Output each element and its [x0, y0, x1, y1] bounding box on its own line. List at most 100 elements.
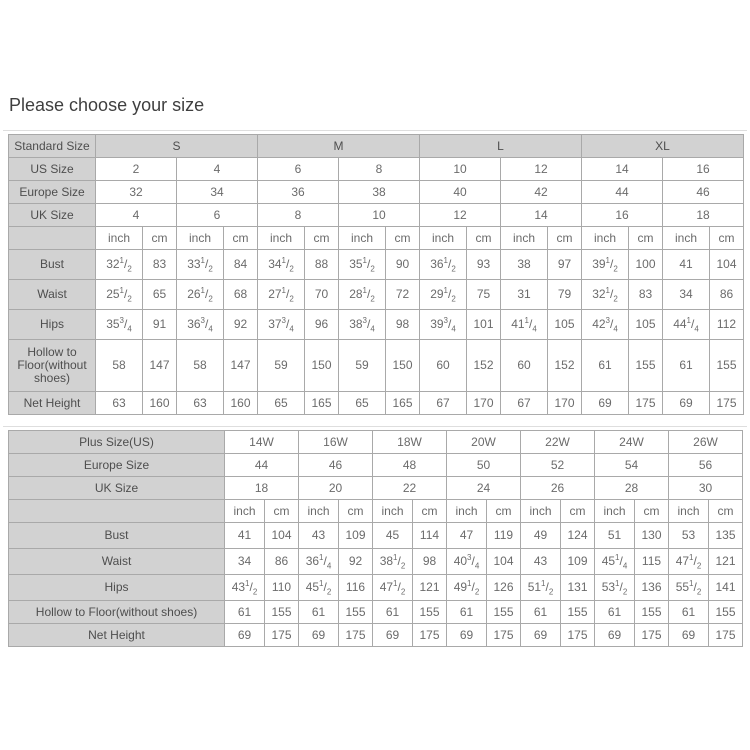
measure-value-cell: 60 [500, 339, 548, 392]
table-row: Waist 34 86 361/4 92 381/2 98 403/4 104 43 109 451/… [8, 548, 743, 575]
measure-value-cell: 38 [500, 249, 548, 280]
table-row: inch cm inch cm inch cm inch cm inch cm inch cm inch… [8, 226, 744, 250]
unit-cm-cell: cm [223, 226, 258, 250]
table-row: UK Size 18 20 22 24 26 28 30 [8, 476, 743, 500]
measure-value-cell: 115 [634, 548, 669, 575]
size-value-cell: 46 [662, 180, 744, 204]
measure-value-cell: 431/2 [224, 574, 265, 601]
unit-inch-cell: inch [581, 226, 629, 250]
measure-value-cell: 491/2 [446, 574, 487, 601]
size-group-cell: 16W [298, 430, 373, 454]
measure-value-cell: 155 [708, 600, 743, 624]
row-label: Plus Size(US) [8, 430, 225, 454]
table-row: Hollow to Floor(without shoes) 58 147 58 147… [8, 339, 744, 392]
measure-value-cell: 69 [224, 623, 265, 647]
unit-inch-cell: inch [446, 499, 487, 523]
measure-value-cell: 60 [419, 339, 467, 392]
divider-middle [3, 426, 747, 427]
measure-value-cell: 83 [628, 279, 663, 310]
measure-value-cell: 551/2 [668, 574, 709, 601]
size-value-cell: 40 [419, 180, 501, 204]
measure-value-cell: 100 [628, 249, 663, 280]
table-row: Bust 41 104 43 109 45 114 47 119 49 124 51 130 53 135 [8, 522, 743, 549]
measure-value-cell: 83 [142, 249, 177, 280]
measure-value-cell: 67 [419, 391, 467, 415]
measure-value-cell: 124 [560, 522, 595, 549]
table-row: Hips 431/2 110 451/2 116 471/2 121 491/2 126 511/… [8, 574, 743, 601]
row-label: UK Size [8, 476, 225, 500]
measure-value-cell: 104 [486, 548, 521, 575]
measure-value-cell: 160 [223, 391, 258, 415]
size-value-cell: 44 [224, 453, 299, 477]
measure-value-cell: 34 [662, 279, 710, 310]
size-value-cell: 8 [338, 157, 420, 181]
size-group-cell: 24W [594, 430, 669, 454]
measure-value-cell: 126 [486, 574, 521, 601]
measure-value-cell: 67 [500, 391, 548, 415]
measure-value-cell: 175 [628, 391, 663, 415]
measure-value-cell: 104 [709, 249, 744, 280]
measure-value-cell: 411/4 [500, 309, 548, 340]
measure-value-cell: 251/2 [95, 279, 143, 310]
size-group-cell: 14W [224, 430, 299, 454]
row-label [8, 499, 225, 523]
unit-inch-cell: inch [662, 226, 710, 250]
row-label: Hips [8, 309, 96, 340]
unit-inch-cell: inch [668, 499, 709, 523]
measure-value-cell: 451/2 [298, 574, 339, 601]
measure-value-cell: 147 [223, 339, 258, 392]
row-label: Bust [8, 522, 225, 549]
table-row: Standard Size S M L XL [8, 134, 744, 158]
unit-cm-cell: cm [466, 226, 501, 250]
size-value-cell: 50 [446, 453, 521, 477]
size-value-cell: 4 [176, 157, 258, 181]
measure-value-cell: 150 [304, 339, 339, 392]
measure-value-cell: 43 [520, 548, 561, 575]
size-group-cell: 22W [520, 430, 595, 454]
size-group-cell: 26W [668, 430, 743, 454]
measure-value-cell: 104 [264, 522, 299, 549]
measure-value-cell: 49 [520, 522, 561, 549]
measure-value-cell: 97 [547, 249, 582, 280]
measure-value-cell: 59 [257, 339, 305, 392]
row-label: Europe Size [8, 180, 96, 204]
size-group-cell: L [419, 134, 582, 158]
unit-inch-cell: inch [298, 499, 339, 523]
page-title: Please choose your size [9, 95, 205, 115]
measure-value-cell: 175 [708, 623, 743, 647]
measure-value-cell: 471/2 [668, 548, 709, 575]
size-group-cell: M [257, 134, 420, 158]
measure-value-cell: 155 [634, 600, 669, 624]
measure-value-cell: 165 [304, 391, 339, 415]
unit-inch-cell: inch [338, 226, 386, 250]
measure-value-cell: 68 [223, 279, 258, 310]
size-value-cell: 42 [500, 180, 582, 204]
size-value-cell: 16 [581, 203, 663, 227]
size-group-cell: 20W [446, 430, 521, 454]
table-row: UK Size 4 6 8 10 12 14 16 18 [8, 203, 744, 227]
unit-cm-cell: cm [628, 226, 663, 250]
measure-value-cell: 353/4 [95, 309, 143, 340]
measure-value-cell: 47 [446, 522, 487, 549]
row-label: Hollow to Floor(without shoes) [8, 600, 225, 624]
unit-cm-cell: cm [142, 226, 177, 250]
table-row: Europe Size 32 34 36 38 40 42 44 46 [8, 180, 744, 204]
unit-cm-cell: cm [385, 226, 420, 250]
measure-value-cell: 69 [372, 623, 413, 647]
measure-value-cell: 321/2 [581, 279, 629, 310]
measure-value-cell: 393/4 [419, 309, 467, 340]
size-value-cell: 30 [668, 476, 743, 500]
measure-value-cell: 31 [500, 279, 548, 310]
row-label: Waist [8, 279, 96, 310]
measure-value-cell: 136 [634, 574, 669, 601]
measure-value-cell: 511/2 [520, 574, 561, 601]
measure-value-cell: 170 [466, 391, 501, 415]
measure-value-cell: 351/2 [338, 249, 386, 280]
measure-value-cell: 61 [298, 600, 339, 624]
row-label: Net Height [8, 623, 225, 647]
measure-value-cell: 92 [338, 548, 373, 575]
measure-value-cell: 341/2 [257, 249, 305, 280]
measure-value-cell: 423/4 [581, 309, 629, 340]
measure-value-cell: 155 [486, 600, 521, 624]
measure-value-cell: 65 [257, 391, 305, 415]
